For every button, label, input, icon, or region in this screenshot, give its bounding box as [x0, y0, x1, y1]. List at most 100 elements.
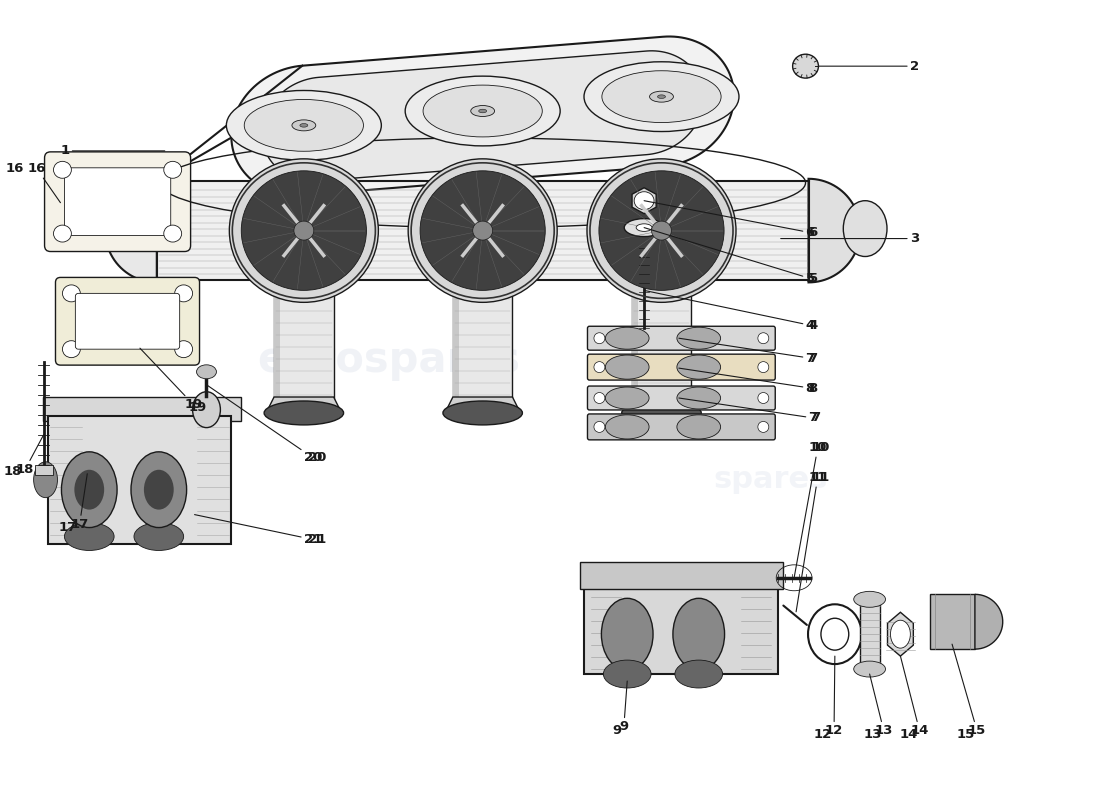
Text: 4: 4	[808, 318, 817, 332]
FancyBboxPatch shape	[587, 326, 775, 350]
Text: 21: 21	[308, 533, 326, 546]
Text: 20: 20	[308, 451, 327, 464]
Text: eurospares: eurospares	[256, 339, 520, 381]
Polygon shape	[34, 465, 53, 474]
Ellipse shape	[598, 170, 724, 290]
Ellipse shape	[676, 355, 720, 379]
Ellipse shape	[264, 401, 343, 425]
Polygon shape	[624, 397, 700, 413]
Ellipse shape	[292, 120, 316, 131]
Text: 15: 15	[957, 728, 975, 742]
Polygon shape	[231, 37, 734, 195]
Polygon shape	[888, 612, 913, 656]
Text: 21: 21	[195, 514, 322, 546]
Text: 11: 11	[796, 471, 827, 612]
Ellipse shape	[587, 159, 736, 302]
Polygon shape	[580, 562, 783, 589]
Ellipse shape	[164, 225, 182, 242]
Polygon shape	[631, 281, 691, 400]
Text: 2: 2	[818, 60, 918, 73]
Ellipse shape	[75, 470, 104, 510]
Text: 14: 14	[899, 728, 917, 742]
Text: 19: 19	[188, 402, 207, 414]
Ellipse shape	[758, 393, 769, 403]
Polygon shape	[584, 581, 778, 674]
FancyBboxPatch shape	[587, 414, 775, 440]
Polygon shape	[453, 281, 459, 400]
Ellipse shape	[229, 159, 378, 302]
FancyBboxPatch shape	[587, 354, 775, 380]
Polygon shape	[274, 281, 280, 400]
FancyBboxPatch shape	[55, 278, 199, 365]
Ellipse shape	[758, 362, 769, 373]
Ellipse shape	[844, 201, 887, 257]
Polygon shape	[975, 594, 1003, 649]
Polygon shape	[444, 397, 520, 413]
Polygon shape	[266, 397, 342, 413]
Ellipse shape	[65, 522, 114, 550]
FancyBboxPatch shape	[76, 294, 179, 349]
Text: 7: 7	[812, 411, 821, 425]
Text: 5: 5	[645, 228, 815, 285]
Ellipse shape	[636, 224, 652, 231]
Ellipse shape	[758, 422, 769, 432]
Text: 5: 5	[808, 272, 817, 285]
Ellipse shape	[605, 415, 649, 439]
Ellipse shape	[453, 270, 513, 290]
Ellipse shape	[854, 661, 886, 677]
Text: 18: 18	[3, 466, 22, 478]
Text: 7: 7	[808, 352, 817, 365]
Text: 13: 13	[870, 674, 893, 738]
Text: 9: 9	[613, 724, 621, 738]
Ellipse shape	[891, 620, 911, 648]
Ellipse shape	[63, 341, 80, 358]
Text: 8: 8	[808, 382, 817, 394]
FancyBboxPatch shape	[45, 152, 190, 251]
Ellipse shape	[676, 327, 720, 349]
Ellipse shape	[471, 106, 495, 117]
Polygon shape	[631, 281, 638, 400]
Text: 8: 8	[679, 368, 815, 394]
Ellipse shape	[602, 598, 653, 670]
Polygon shape	[262, 51, 703, 181]
Polygon shape	[106, 178, 157, 282]
Polygon shape	[931, 594, 975, 649]
Ellipse shape	[443, 401, 522, 425]
Ellipse shape	[594, 422, 605, 432]
Ellipse shape	[134, 522, 184, 550]
Ellipse shape	[197, 365, 217, 378]
Text: 7: 7	[679, 398, 817, 425]
Polygon shape	[47, 416, 231, 545]
Ellipse shape	[602, 70, 722, 122]
Text: 7: 7	[679, 338, 815, 365]
Ellipse shape	[604, 660, 651, 688]
Ellipse shape	[192, 392, 220, 428]
Ellipse shape	[605, 387, 649, 409]
Ellipse shape	[621, 401, 701, 425]
Text: 14: 14	[901, 656, 928, 738]
Polygon shape	[43, 397, 241, 421]
Polygon shape	[274, 281, 333, 400]
Ellipse shape	[854, 591, 886, 607]
Ellipse shape	[294, 221, 313, 240]
Ellipse shape	[164, 162, 182, 178]
Text: 4: 4	[645, 290, 815, 332]
Ellipse shape	[131, 452, 187, 527]
Ellipse shape	[244, 99, 363, 151]
Ellipse shape	[635, 192, 654, 210]
FancyBboxPatch shape	[65, 168, 170, 235]
Ellipse shape	[676, 387, 720, 409]
Text: 16: 16	[28, 162, 60, 202]
Ellipse shape	[650, 91, 673, 102]
Ellipse shape	[34, 462, 57, 498]
Text: 6: 6	[645, 201, 815, 239]
Polygon shape	[157, 181, 808, 281]
Ellipse shape	[793, 54, 818, 78]
Ellipse shape	[300, 123, 308, 127]
Ellipse shape	[821, 618, 849, 650]
Ellipse shape	[594, 333, 605, 344]
Ellipse shape	[241, 170, 366, 290]
Text: 19: 19	[140, 348, 202, 411]
Text: 17: 17	[58, 521, 77, 534]
Ellipse shape	[478, 110, 486, 113]
